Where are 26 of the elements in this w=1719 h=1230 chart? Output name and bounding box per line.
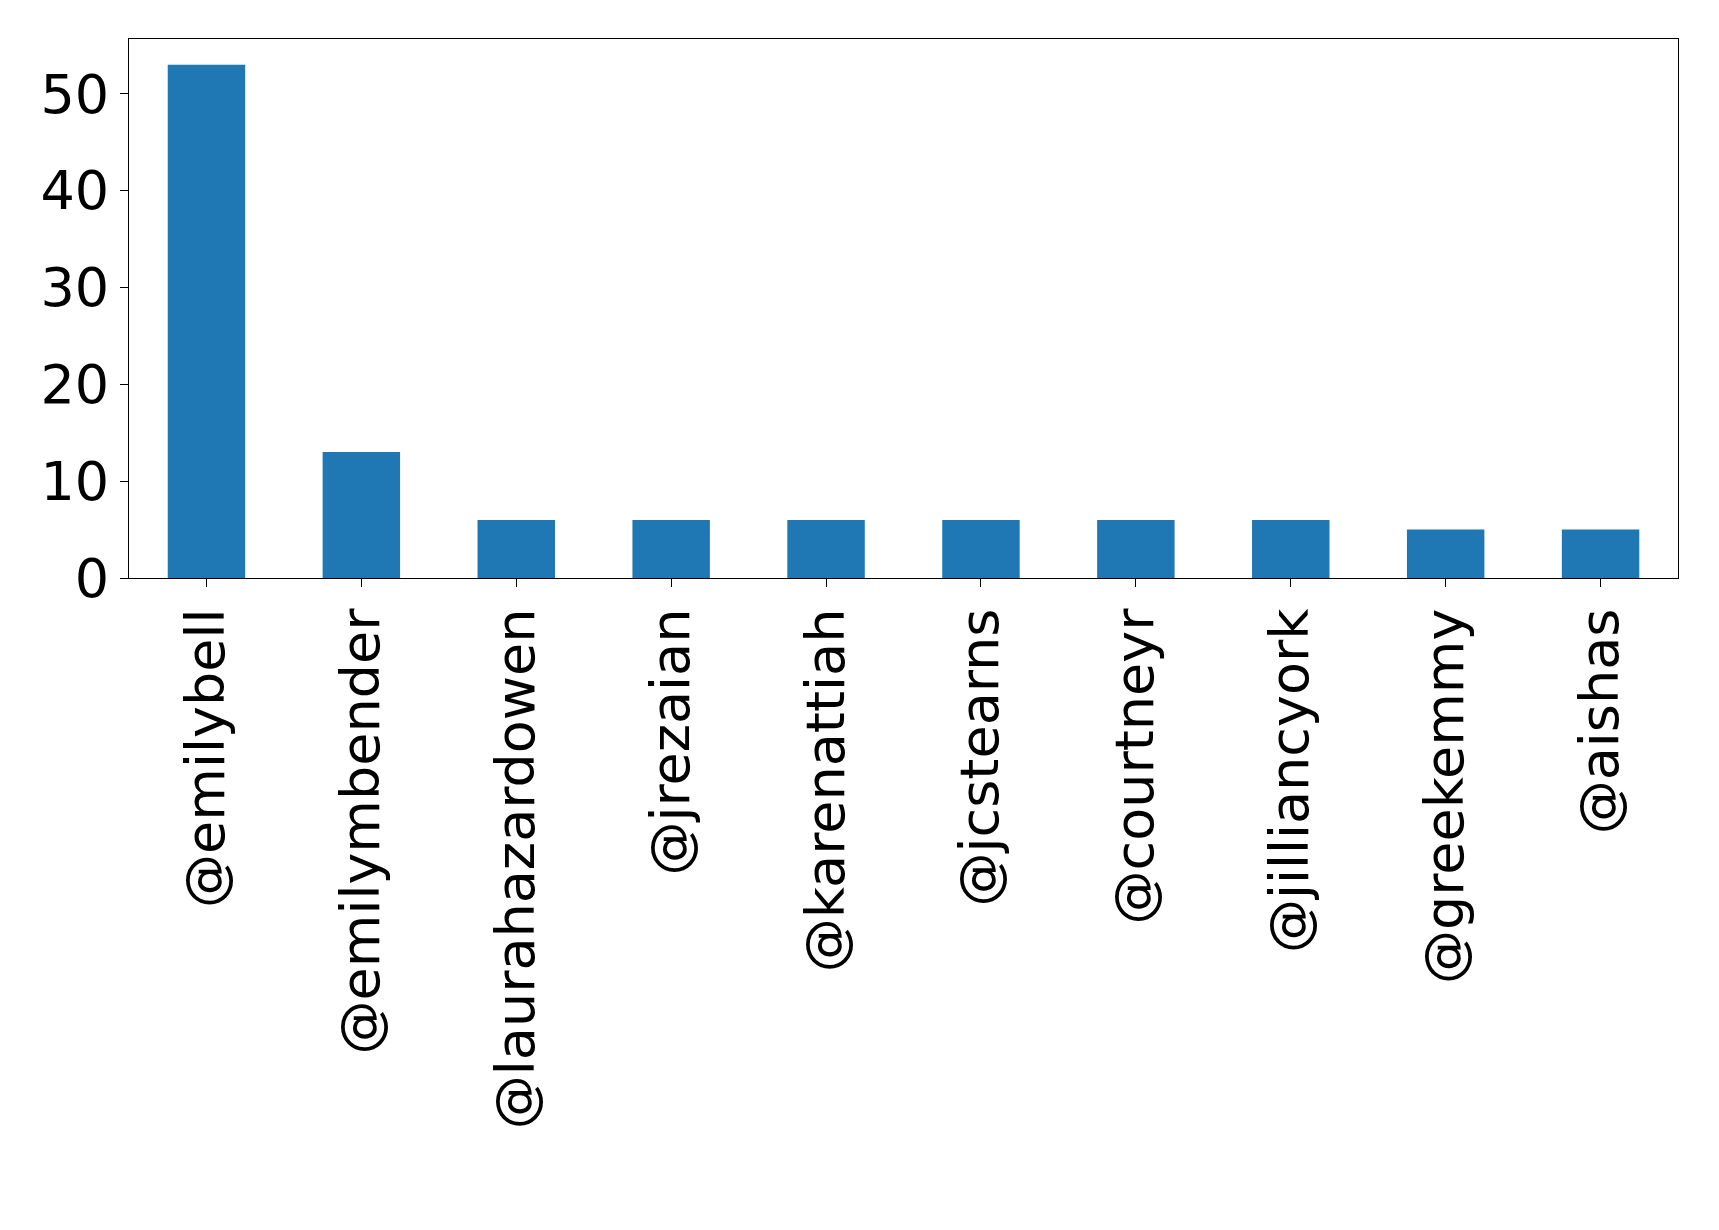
bar [787, 519, 865, 578]
bar [1406, 529, 1485, 578]
y-tick-label: 20 [40, 353, 110, 417]
x-tick-label: @aishas [1568, 608, 1632, 835]
y-tick-label: 0 [74, 546, 110, 610]
x-tick-label: @jrezaian [638, 608, 702, 876]
x-tick-label: @greekemmy [1413, 608, 1477, 985]
x-tick-label: @emilymbender [328, 607, 392, 1055]
x-tick-label: @jcstearns [948, 608, 1012, 907]
bar [632, 519, 710, 578]
bar [1252, 519, 1330, 578]
y-tick-label: 30 [40, 256, 110, 320]
bar [167, 64, 246, 578]
bar [1097, 519, 1175, 578]
y-tick-label: 10 [40, 450, 110, 514]
y-tick-label: 50 [40, 62, 110, 126]
bar [477, 519, 555, 578]
bar [322, 452, 401, 578]
bar [1561, 529, 1640, 578]
bar [942, 519, 1020, 578]
y-tick-label: 40 [40, 159, 110, 223]
x-tick-label: @emilybell [174, 608, 237, 908]
x-tick-label: @laurahazardowen [483, 608, 547, 1130]
x-tick-label: @karenattiah [793, 608, 857, 973]
x-tick-label: @jilliancyork [1258, 607, 1322, 954]
x-tick-label: @courtneyr [1103, 607, 1167, 925]
